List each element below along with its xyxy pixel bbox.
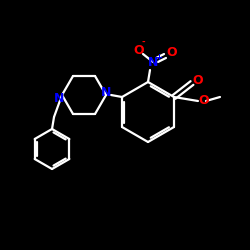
Text: O: O xyxy=(134,44,144,57)
Text: O: O xyxy=(193,74,203,88)
Text: N: N xyxy=(101,86,111,100)
Text: O: O xyxy=(199,94,209,108)
Text: N: N xyxy=(148,56,158,68)
Text: N: N xyxy=(54,92,64,106)
Text: +: + xyxy=(156,52,162,62)
Text: -: - xyxy=(141,38,145,46)
Text: O: O xyxy=(167,46,177,59)
